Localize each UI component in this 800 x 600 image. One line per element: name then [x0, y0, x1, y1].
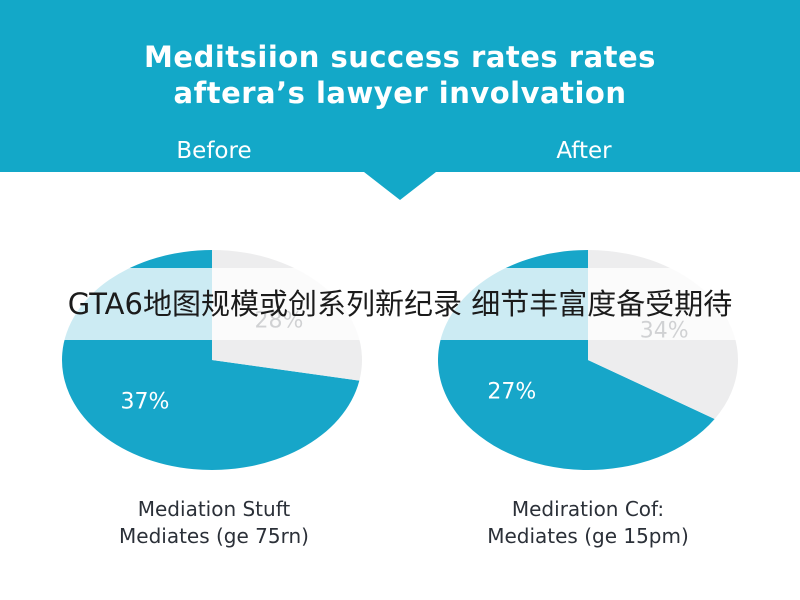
before-label: Before — [176, 138, 252, 164]
overlay-banner: GTA6地图规模或创系列新纪录 细节丰富度备受期待 — [0, 268, 800, 340]
after-pie-slice-label-1: 27% — [487, 380, 536, 405]
before-pie-slice-label-1: 37% — [121, 390, 170, 415]
header-band: Meditsiion success rates rates aftera’s … — [0, 0, 800, 172]
before-caption-line-2: Mediates (ge 75rn) — [119, 524, 309, 548]
before-caption-line-1: Mediation Stuft — [137, 497, 291, 521]
header-pointer-arrow — [364, 172, 436, 200]
after-caption-line-1: Mediration Cof: — [511, 497, 665, 521]
chart-title-line-1: Meditsiion success rates rates — [144, 40, 656, 74]
after-caption-line-2: Mediates (ge 15pm) — [487, 524, 689, 548]
chart-title-line-2: aftera’s lawyer involvation — [173, 76, 627, 110]
after-label: After — [556, 138, 612, 164]
after-caption: Mediration Cof: Mediates (ge 15pm) — [418, 496, 758, 550]
before-caption: Mediation Stuft Mediates (ge 75rn) — [44, 496, 384, 550]
overlay-banner-text: GTA6地图规模或创系列新纪录 细节丰富度备受期待 — [67, 287, 733, 321]
